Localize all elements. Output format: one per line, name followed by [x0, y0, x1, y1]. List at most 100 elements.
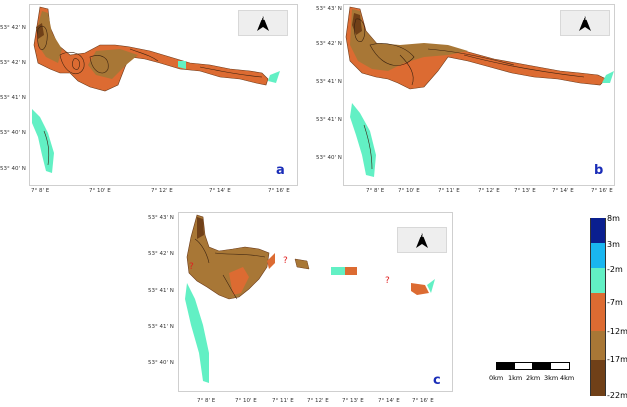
- panel-a-shallow-zone: [88, 49, 138, 79]
- svg-text:N: N: [583, 16, 587, 22]
- lon-label: 7° 11' E: [438, 188, 460, 194]
- lat-label: 53° 43' N: [148, 215, 174, 221]
- legend-label: -22m: [607, 391, 627, 400]
- lon-label: 7° 8' E: [31, 188, 50, 194]
- lon-label: 7° 8' E: [197, 398, 216, 404]
- panel-label: a: [276, 163, 285, 178]
- svg-text:N: N: [261, 16, 265, 22]
- svg-text:N: N: [420, 233, 424, 239]
- panel-a-channel: [32, 109, 54, 173]
- panel-a-channel: [268, 71, 280, 83]
- lon-label: 7° 10' E: [398, 188, 420, 194]
- lon-label: 7° 12' E: [478, 188, 500, 194]
- lon-label: 7° 10' E: [89, 188, 111, 194]
- scale-segment: [532, 362, 552, 370]
- depth-legend: 8m 3m -2m -7m -12m -17m -22m: [590, 214, 627, 404]
- legend-label: -17m: [607, 355, 627, 364]
- scale-segment: [496, 362, 516, 370]
- panel-label: c: [433, 373, 441, 388]
- unknown-marker: ?: [189, 262, 194, 272]
- lat-label: 53° 43' N: [316, 6, 342, 12]
- lat-label: 53° 42' N: [148, 251, 174, 257]
- lon-label: 7° 8' E: [366, 188, 385, 194]
- lat-label: 53° 40' N: [0, 166, 26, 172]
- scale-label: 1km: [508, 374, 523, 382]
- lat-label: 53° 41' N: [316, 79, 342, 85]
- lat-label: 53° 41' N: [316, 117, 342, 123]
- legend-label: 8m: [607, 214, 620, 223]
- lon-label: 7° 11' E: [272, 398, 294, 404]
- lat-label: 53° 40' N: [316, 155, 342, 161]
- panel-b-channel: [350, 103, 376, 177]
- scale-label: 2km: [526, 374, 541, 382]
- legend-label: -12m: [607, 327, 627, 336]
- lon-label: 7° 16' E: [591, 188, 613, 194]
- panel-c-edge-zone: [229, 267, 249, 295]
- lon-label: 7° 14' E: [378, 398, 400, 404]
- lon-label: 7° 13' E: [342, 398, 364, 404]
- north-arrow-icon: [257, 16, 269, 31]
- scale-segment: [550, 362, 570, 370]
- panel-c-island-patch: [294, 258, 310, 270]
- north-arrow: N: [560, 10, 610, 36]
- north-arrow: N: [397, 227, 447, 253]
- panel-c-channel: [331, 267, 345, 275]
- lon-label: 7° 12' E: [151, 188, 173, 194]
- north-arrow: N: [238, 10, 288, 36]
- unknown-marker: ?: [385, 276, 390, 286]
- scale-segment: [514, 362, 534, 370]
- north-arrow-icon: [579, 16, 591, 31]
- lat-label: 53° 42' N: [0, 25, 26, 31]
- panel-a-channel: [178, 61, 186, 69]
- panel-a: N a: [29, 4, 298, 186]
- lat-label: 53° 41' N: [0, 95, 26, 101]
- lat-label: 53° 42' N: [316, 41, 342, 47]
- panel-b-channel: [602, 71, 614, 83]
- legend-swatch: [590, 331, 606, 360]
- lon-label: 7° 14' E: [209, 188, 231, 194]
- legend-label: 3m: [607, 240, 620, 249]
- lat-label: 53° 40' N: [148, 360, 174, 366]
- panel-a-island: [33, 6, 269, 92]
- scale-bar: 0km 1km 2km 3km 4km: [488, 362, 575, 386]
- panel-a-map: [32, 6, 280, 173]
- legend-swatch: [590, 218, 606, 243]
- legend-swatch: [590, 293, 606, 331]
- legend-swatch: [590, 268, 606, 293]
- panel-b-map: [345, 6, 614, 177]
- panel-a-deep-zone: [36, 23, 44, 39]
- panel-c-map: ? ? ?: [185, 214, 435, 383]
- lon-label: 7° 16' E: [268, 188, 290, 194]
- panel-b: N b: [343, 4, 615, 186]
- panel-b-shallow-zone: [350, 9, 468, 71]
- panel-c-island-patch: [411, 283, 429, 295]
- lon-label: 7° 12' E: [307, 398, 329, 404]
- legend-swatch: [590, 243, 606, 268]
- panel-a-shallow-zone: [38, 11, 62, 63]
- legend-swatch: [590, 360, 606, 396]
- panel-c-channel: [185, 283, 209, 383]
- panel-c-edge-zone: [267, 253, 275, 269]
- panel-c: ? ? ? N c: [178, 212, 453, 392]
- lat-label: 53° 41' N: [148, 288, 174, 294]
- legend-label: -7m: [607, 298, 623, 307]
- lon-label: 7° 13' E: [514, 188, 536, 194]
- lon-label: 7° 10' E: [235, 398, 257, 404]
- north-arrow-icon: [416, 233, 428, 248]
- lon-label: 7° 16' E: [412, 398, 434, 404]
- lat-label: 53° 42' N: [0, 60, 26, 66]
- scale-label: 3km: [544, 374, 559, 382]
- panel-c-contours: [194, 238, 266, 300]
- lat-label: 53° 41' N: [148, 324, 174, 330]
- scale-label: 4km: [560, 374, 575, 382]
- legend-label: -2m: [607, 265, 623, 274]
- panel-label: b: [594, 163, 604, 178]
- panel-c-channel: [427, 279, 435, 293]
- panel-a-contours: [37, 25, 263, 166]
- panel-b-contours: [354, 18, 585, 170]
- panel-c-deep-zone: [197, 217, 204, 239]
- panel-c-island-patch: [345, 267, 357, 275]
- lon-label: 7° 14' E: [552, 188, 574, 194]
- unknown-marker: ?: [283, 256, 288, 266]
- scale-label: 0km: [489, 374, 504, 382]
